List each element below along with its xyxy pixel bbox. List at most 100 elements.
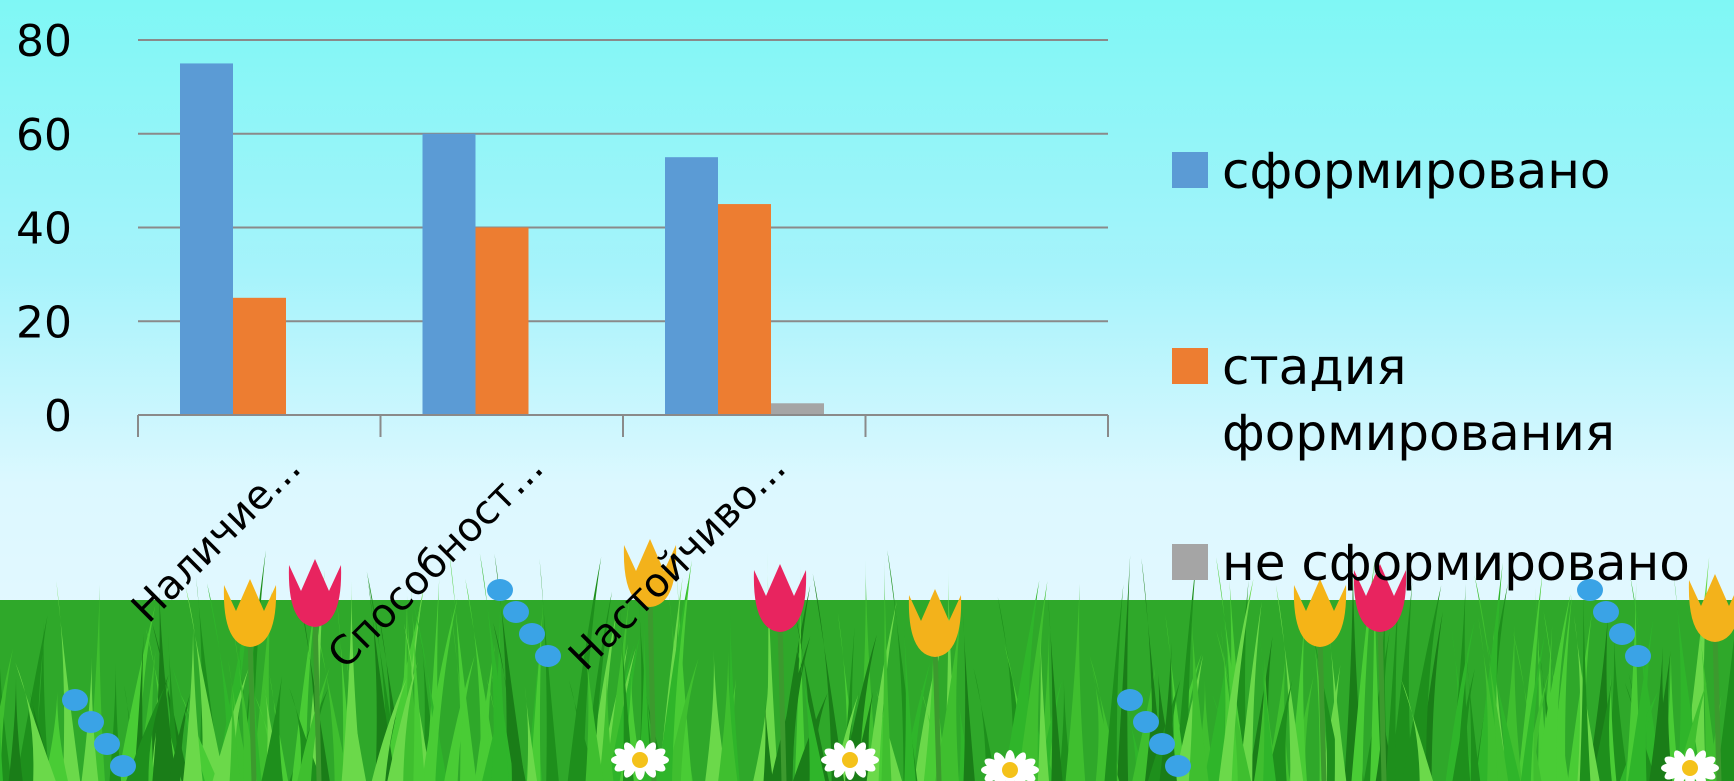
- tulip-flower: [288, 559, 342, 627]
- y-tick-label: 0: [44, 391, 72, 442]
- y-tick-label: 60: [16, 110, 72, 161]
- grass-blade: [1390, 581, 1413, 781]
- grass-blade: [1716, 638, 1734, 781]
- grass-blade: [1452, 668, 1475, 781]
- x-category-labels: Наличие... Способност... Настойчиво...: [123, 445, 795, 680]
- y-tick-label: 40: [16, 204, 72, 255]
- grass-blade: [1226, 580, 1249, 781]
- bluebell-flower: [62, 689, 88, 711]
- grass-blade: [638, 616, 652, 781]
- grass-blade: [1092, 667, 1120, 781]
- legend-item-sformirovano: сформировано: [1172, 138, 1611, 204]
- grass-blade: [1216, 557, 1248, 781]
- grass-blade: [0, 722, 3, 781]
- grass-blade: [567, 556, 602, 781]
- grass-blade: [1385, 585, 1400, 781]
- grass-blade: [1676, 680, 1708, 781]
- daisy-petal: [824, 748, 845, 763]
- grass-blade: [658, 576, 690, 781]
- daisy-center: [842, 752, 858, 768]
- grass-blade: [1517, 572, 1543, 781]
- grass-blade: [1259, 634, 1276, 781]
- grass-blade: [1239, 601, 1262, 781]
- grass-blade: [753, 684, 777, 781]
- flower-stem: [312, 614, 322, 781]
- grass-blade: [168, 693, 191, 781]
- grass-blade: [1445, 620, 1475, 781]
- grass-blade: [413, 603, 448, 781]
- grass-blade: [1065, 583, 1086, 781]
- bluebell-flower: [1133, 711, 1159, 733]
- daisy-petal: [614, 748, 635, 763]
- tulip-flower: [1353, 564, 1407, 632]
- tulip-flower: [223, 579, 277, 647]
- grass-blade: [1145, 684, 1155, 781]
- daisy-petal: [984, 758, 1005, 773]
- x-category-label: Настойчиво...: [560, 445, 795, 680]
- bluebell-flower: [1149, 733, 1175, 755]
- daisy-petal: [1695, 756, 1716, 771]
- grass-blade: [973, 668, 997, 781]
- grass-blade: [524, 686, 537, 781]
- grass-blade: [422, 598, 458, 781]
- x-axis: [137, 414, 1109, 437]
- legend-swatch-ne-sformirovano: [1172, 544, 1208, 580]
- grass-blade: [770, 636, 811, 781]
- legend-label-ne-sformirovano: не сформировано: [1222, 534, 1690, 592]
- tulip-flower: [623, 539, 677, 607]
- grass-blade: [16, 615, 48, 781]
- grass-blade: [1535, 587, 1549, 781]
- bluebell-flower: [110, 755, 136, 777]
- daisy-petal: [645, 748, 666, 763]
- grass-blade: [371, 678, 407, 781]
- y-tick-label: 80: [16, 16, 72, 67]
- bluebell-flower: [94, 733, 120, 755]
- grass-blade: [1535, 594, 1571, 781]
- grass-blade: [539, 558, 559, 781]
- grass-blade: [474, 644, 496, 781]
- grass-blade: [387, 662, 418, 781]
- grass-blade: [212, 668, 249, 781]
- daisy-petal: [1015, 758, 1036, 773]
- grass-blade: [1141, 558, 1164, 781]
- bluebell-flower: [78, 711, 104, 733]
- grass-blade: [420, 635, 440, 781]
- grass-blade: [705, 649, 727, 781]
- grass-blade: [962, 610, 975, 781]
- grass-blade: [1037, 621, 1050, 781]
- grass-blade: [0, 668, 12, 781]
- grass-blade: [1474, 574, 1509, 781]
- bar: [422, 133, 476, 415]
- flower-stem: [1712, 629, 1722, 781]
- grass-blade: [1104, 584, 1124, 781]
- grass-blade: [1401, 679, 1434, 781]
- grass-blade: [1592, 678, 1613, 781]
- grass-blade: [1218, 578, 1254, 781]
- grass-blade: [410, 575, 425, 781]
- bluebell-flower: [1577, 579, 1603, 601]
- grass-blade: [1630, 575, 1663, 781]
- grass-blade: [584, 636, 604, 781]
- y-tick-labels: 0 20 40 60 80: [16, 16, 72, 442]
- daisy-petal: [855, 748, 876, 763]
- grass-blade: [152, 579, 177, 781]
- grass-blade: [1649, 646, 1670, 781]
- grass-blade: [1402, 585, 1442, 781]
- grass-blade: [367, 578, 396, 781]
- grass-blade: [718, 649, 738, 781]
- grass-blade: [228, 659, 251, 781]
- grass-blade: [866, 601, 897, 781]
- legend-item-stadiya-formirovaniya: стадия формирования: [1172, 334, 1642, 466]
- grass-blade: [383, 601, 422, 781]
- grass-blade: [491, 603, 509, 781]
- grass-blade: [126, 687, 165, 781]
- grass-blade: [1478, 616, 1505, 781]
- bluebell-flower: [503, 601, 529, 623]
- bluebell-flower: [519, 623, 545, 645]
- grass-blade: [935, 612, 961, 781]
- bar: [233, 297, 286, 415]
- legend-swatch-stadiya-formirovaniya: [1172, 348, 1208, 384]
- bluebell-flower: [487, 579, 513, 601]
- grass-blade: [1370, 547, 1382, 781]
